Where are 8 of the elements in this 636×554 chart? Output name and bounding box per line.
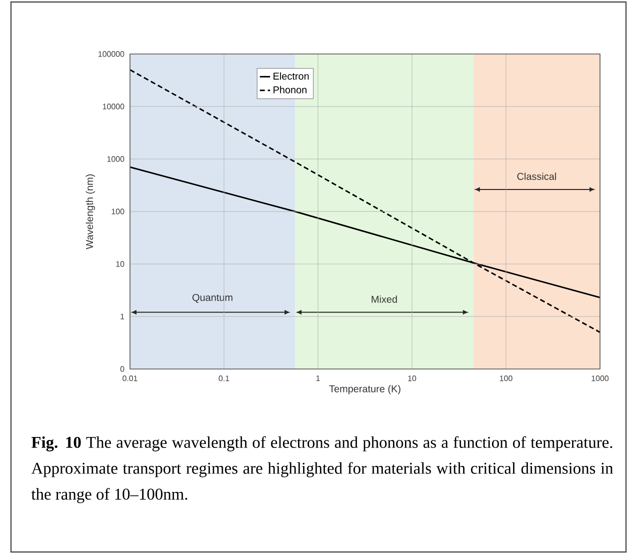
band-label: Quantum [192,294,232,303]
band-label: Mixed [372,295,397,303]
y-axis-title: Wavelength (nm) [86,174,96,250]
legend-label: Phonon [274,86,306,94]
legend-label: Electron [274,72,309,80]
text: Fig. 10 The average wavelength of electrons and phonons as a function of temperature. Approximate transport regimes are highlighted for materials with critical dimensions in the range of 10–100nm. [31,436,614,504]
band-label: Classical [517,172,556,180]
x-axis-title: Temperature (K) [329,385,400,394]
